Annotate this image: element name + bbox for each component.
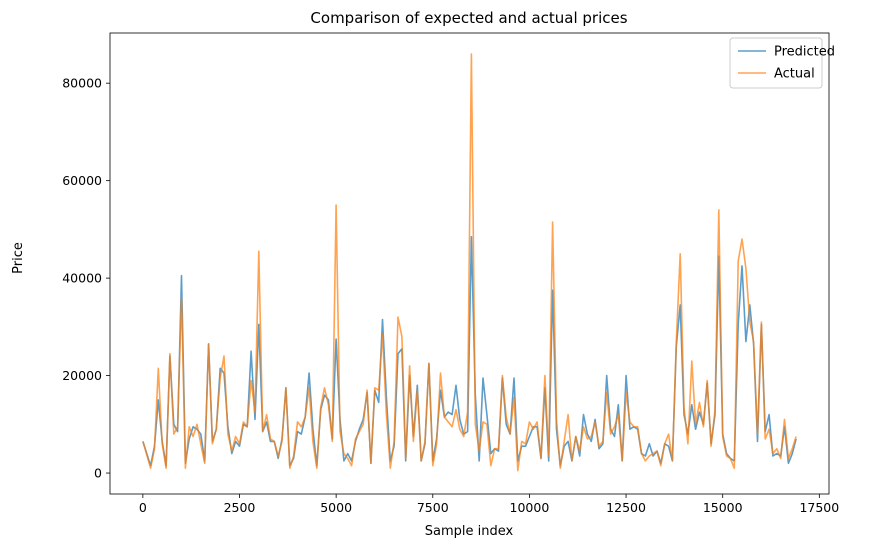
x-tick-label: 15000	[703, 500, 743, 515]
x-tick-label: 17500	[799, 500, 839, 515]
legend: Predicted Actual	[729, 37, 835, 89]
axes	[109, 32, 830, 495]
y-axis-label: Price	[11, 242, 26, 274]
y-tick-label: 80000	[62, 76, 102, 91]
y-tick-label: 0	[94, 466, 102, 481]
x-tick-label: 7500	[417, 500, 449, 515]
y-axis-ticks: 0 20000 40000 60000 80000	[62, 76, 110, 481]
x-tick-label: 0	[139, 500, 147, 515]
x-tick-label: 5000	[320, 500, 352, 515]
x-tick-label: 12500	[606, 500, 646, 515]
legend-label-predicted: Predicted	[774, 45, 835, 60]
y-tick-label: 60000	[62, 173, 102, 188]
y-tick-label: 20000	[62, 368, 102, 383]
x-tick-label: 2500	[224, 500, 256, 515]
plot-area	[142, 53, 797, 472]
axes-frame	[109, 32, 830, 495]
x-axis-ticks: 0 2500 5000 7500 10000 12500 15000 17500	[139, 494, 839, 515]
y-tick-label: 40000	[62, 271, 102, 286]
chart-title: Comparison of expected and actual prices	[310, 9, 627, 27]
legend-label-actual: Actual	[774, 67, 815, 82]
x-axis-label: Sample index	[425, 524, 514, 539]
x-tick-label: 10000	[510, 500, 550, 515]
series-line-actual	[142, 53, 797, 472]
